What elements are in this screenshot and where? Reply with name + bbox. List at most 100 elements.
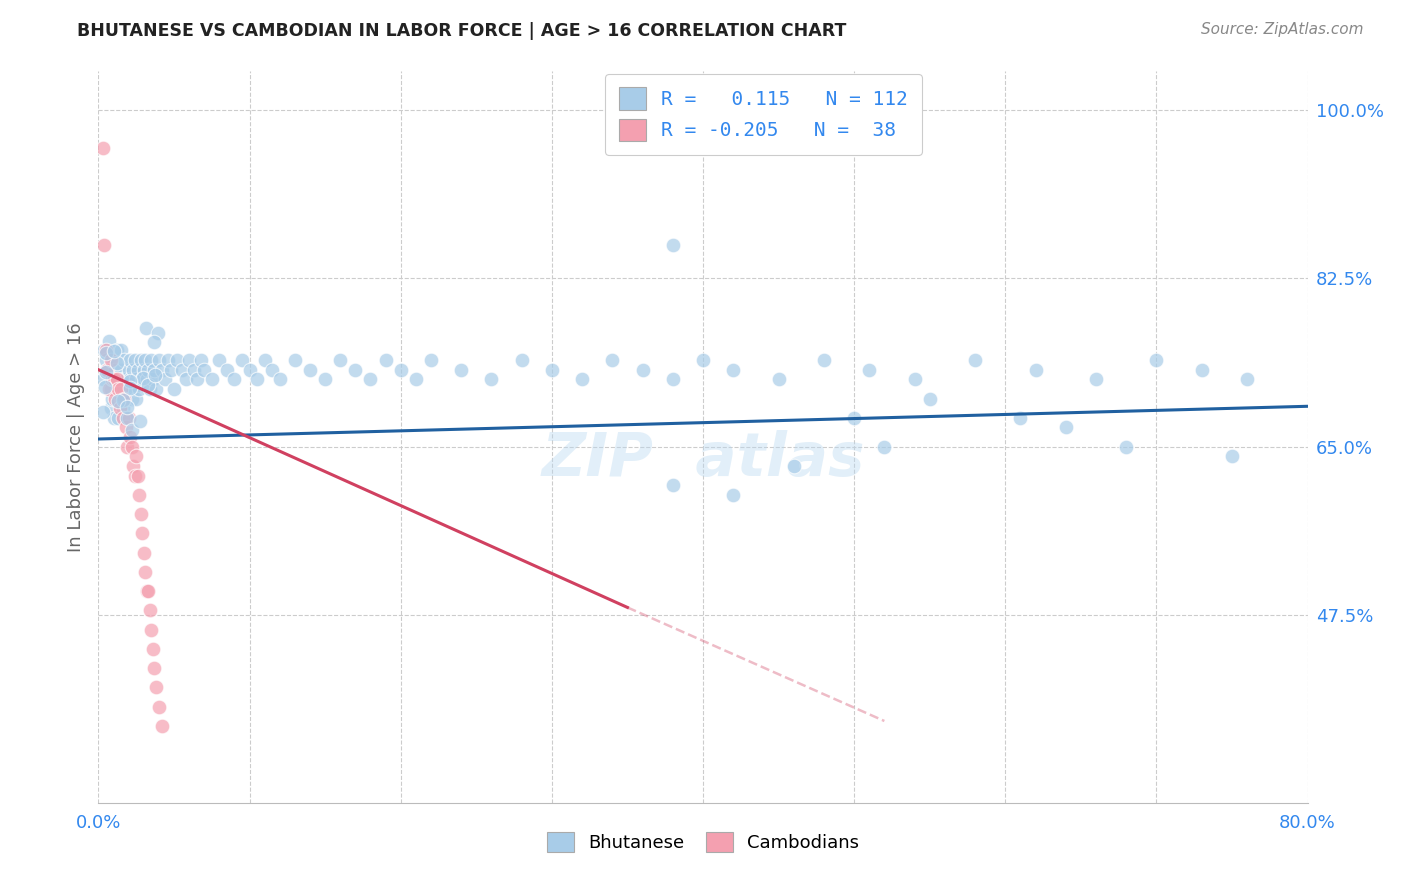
Point bbox=[112, 353, 135, 368]
Point bbox=[103, 372, 125, 386]
Point bbox=[94, 380, 117, 394]
Point bbox=[107, 382, 129, 396]
Point bbox=[101, 353, 124, 368]
Point bbox=[246, 372, 269, 386]
Point bbox=[186, 372, 208, 386]
Point bbox=[1085, 372, 1108, 386]
Point bbox=[132, 362, 155, 376]
Point bbox=[329, 353, 352, 368]
Point bbox=[299, 362, 322, 376]
Point bbox=[156, 353, 179, 368]
Point bbox=[314, 372, 336, 386]
Point bbox=[215, 362, 238, 376]
Point bbox=[143, 661, 166, 675]
Point bbox=[114, 392, 136, 406]
Point bbox=[122, 458, 145, 473]
Point bbox=[141, 623, 163, 637]
Point bbox=[120, 374, 142, 388]
Point bbox=[262, 362, 284, 376]
Point bbox=[108, 401, 131, 416]
Point bbox=[135, 321, 157, 335]
Point bbox=[98, 382, 121, 396]
Point bbox=[129, 507, 152, 521]
Point bbox=[1144, 353, 1167, 368]
Point bbox=[918, 392, 941, 406]
Point bbox=[115, 440, 138, 454]
Point bbox=[1191, 362, 1213, 376]
Point bbox=[360, 372, 382, 386]
Point bbox=[253, 353, 276, 368]
Point bbox=[481, 372, 503, 386]
Point bbox=[124, 468, 146, 483]
Point bbox=[100, 382, 122, 396]
Point bbox=[224, 372, 246, 386]
Point bbox=[661, 237, 683, 252]
Point bbox=[125, 450, 148, 464]
Point bbox=[1327, 276, 1350, 290]
Point bbox=[108, 382, 131, 396]
Point bbox=[132, 545, 155, 559]
Point bbox=[122, 382, 145, 396]
Point bbox=[420, 353, 443, 368]
Text: Source: ZipAtlas.com: Source: ZipAtlas.com bbox=[1201, 22, 1364, 37]
Point bbox=[143, 368, 166, 382]
Point bbox=[104, 362, 127, 376]
Point bbox=[136, 584, 159, 599]
Point bbox=[965, 353, 987, 368]
Point bbox=[723, 362, 745, 376]
Point bbox=[153, 372, 176, 386]
Point bbox=[768, 372, 790, 386]
Point bbox=[136, 378, 159, 392]
Point bbox=[93, 343, 115, 358]
Point bbox=[120, 372, 142, 386]
Point bbox=[132, 371, 155, 385]
Point bbox=[131, 526, 153, 541]
Point bbox=[150, 362, 173, 376]
Point bbox=[131, 372, 153, 386]
Point bbox=[100, 401, 122, 416]
Point bbox=[118, 362, 141, 376]
Point bbox=[858, 362, 880, 376]
Point bbox=[103, 343, 125, 358]
Point bbox=[873, 440, 896, 454]
Point bbox=[692, 353, 714, 368]
Point bbox=[105, 392, 128, 406]
Point bbox=[134, 353, 156, 368]
Point bbox=[129, 353, 152, 368]
Point bbox=[103, 410, 125, 425]
Point bbox=[115, 410, 138, 425]
Point bbox=[115, 410, 138, 425]
Point bbox=[114, 420, 136, 434]
Point bbox=[150, 719, 173, 733]
Point bbox=[107, 393, 129, 408]
Point bbox=[145, 382, 167, 396]
Point bbox=[110, 362, 132, 376]
Point bbox=[1024, 362, 1046, 376]
Point bbox=[104, 392, 127, 406]
Point bbox=[160, 362, 183, 376]
Point bbox=[121, 423, 143, 437]
Point bbox=[239, 362, 262, 376]
Point bbox=[120, 381, 142, 395]
Point bbox=[127, 362, 149, 376]
Point bbox=[844, 410, 866, 425]
Point bbox=[208, 353, 231, 368]
Point bbox=[174, 372, 197, 386]
Point bbox=[631, 362, 654, 376]
Point bbox=[105, 356, 128, 370]
Point bbox=[101, 392, 124, 406]
Text: BHUTANESE VS CAMBODIAN IN LABOR FORCE | AGE > 16 CORRELATION CHART: BHUTANESE VS CAMBODIAN IN LABOR FORCE | … bbox=[77, 22, 846, 40]
Point bbox=[114, 372, 136, 386]
Point bbox=[405, 372, 427, 386]
Point bbox=[121, 440, 143, 454]
Point bbox=[136, 362, 159, 376]
Y-axis label: In Labor Force | Age > 16: In Labor Force | Age > 16 bbox=[66, 322, 84, 552]
Point bbox=[135, 584, 157, 599]
Point bbox=[661, 478, 683, 492]
Point bbox=[127, 468, 149, 483]
Point bbox=[111, 372, 134, 386]
Point bbox=[269, 372, 291, 386]
Point bbox=[118, 382, 141, 396]
Point bbox=[94, 365, 117, 379]
Legend: Bhutanese, Cambodians: Bhutanese, Cambodians bbox=[540, 824, 866, 860]
